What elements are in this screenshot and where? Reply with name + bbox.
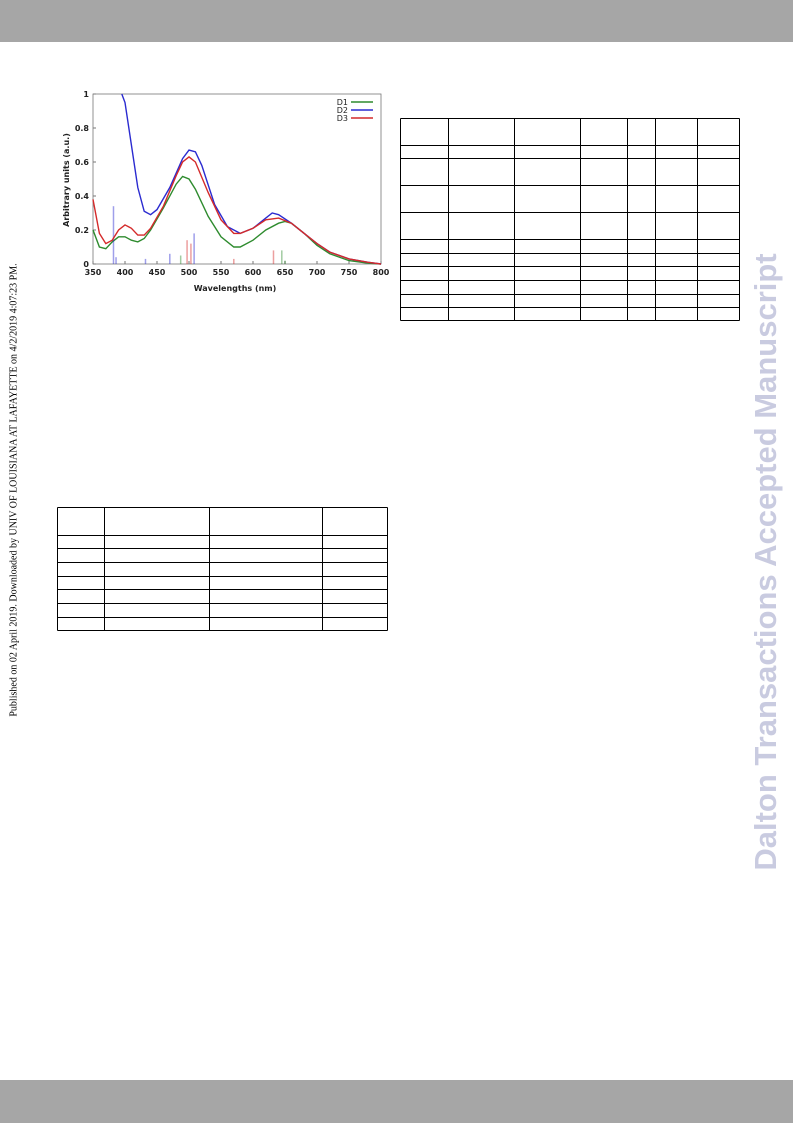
y-tick-label: 0 bbox=[83, 260, 89, 269]
legend-label: D3 bbox=[337, 114, 348, 123]
x-tick-label: 550 bbox=[213, 268, 230, 277]
plot-frame bbox=[92, 93, 382, 265]
y-tick-label: 0.2 bbox=[75, 226, 89, 235]
y-axis-label: Arbitrary units (a.u.) bbox=[62, 133, 71, 227]
y-tick-label: 0.4 bbox=[75, 192, 90, 201]
x-tick-label: 600 bbox=[245, 268, 262, 277]
footer-bar bbox=[0, 1080, 793, 1123]
table bbox=[400, 118, 740, 321]
table bbox=[57, 507, 388, 631]
legend-label: D1 bbox=[337, 98, 348, 107]
x-tick-label: 750 bbox=[341, 268, 358, 277]
x-tick-label: 400 bbox=[117, 268, 134, 277]
y-tick-label: 1 bbox=[83, 90, 89, 99]
x-tick-label: 450 bbox=[149, 268, 166, 277]
x-tick-label: 800 bbox=[373, 268, 390, 277]
x-tick-label: 700 bbox=[309, 268, 326, 277]
watermark: Dalton Transactions Accepted Manuscript bbox=[748, 253, 783, 871]
side-note: Published on 02 April 2019. Downloaded b… bbox=[8, 263, 20, 717]
x-tick-label: 650 bbox=[277, 268, 294, 277]
line-series bbox=[92, 156, 382, 265]
line-series bbox=[92, 175, 382, 265]
x-tick-label: 350 bbox=[85, 268, 102, 277]
header-bar bbox=[0, 0, 793, 42]
legend-label: D2 bbox=[337, 106, 348, 115]
y-tick-label: 0.8 bbox=[75, 124, 90, 133]
y-tick-label: 0.6 bbox=[75, 158, 90, 167]
x-tick-label: 500 bbox=[181, 268, 198, 277]
chart: Wavelengths (nm) Arbitrary units (a.u.) … bbox=[62, 90, 390, 293]
x-axis-label: Wavelengths (nm) bbox=[194, 284, 277, 293]
